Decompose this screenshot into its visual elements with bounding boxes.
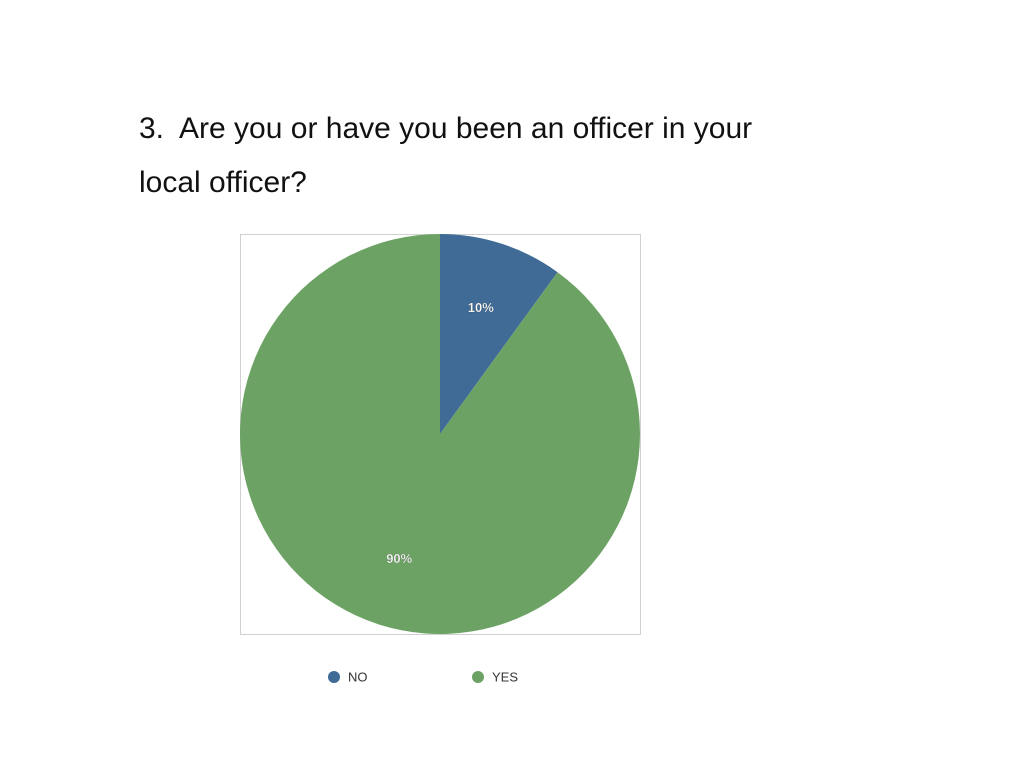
legend-label: YES (492, 669, 518, 684)
data-label: 10% (468, 300, 494, 315)
legend-marker (328, 671, 340, 683)
pie-slice (240, 234, 641, 635)
legend-label: NO (348, 669, 368, 684)
pie-slice (440, 234, 558, 434)
chart-title: 3. Are you or have you been an officer i… (139, 112, 761, 199)
legend-marker (472, 671, 484, 683)
data-label: 90% (386, 551, 412, 566)
